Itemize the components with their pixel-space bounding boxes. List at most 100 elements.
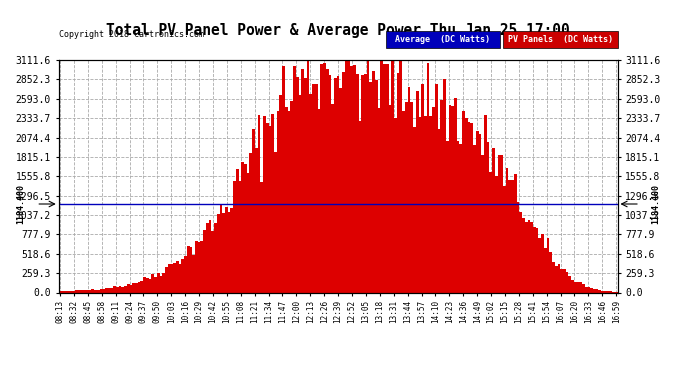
Bar xyxy=(200,241,203,292)
Bar xyxy=(217,214,219,292)
Bar xyxy=(230,209,233,292)
Bar xyxy=(59,291,61,292)
Bar xyxy=(328,75,331,292)
Bar xyxy=(514,174,517,292)
Bar xyxy=(282,66,285,292)
Bar xyxy=(481,154,484,292)
Bar xyxy=(91,290,94,292)
Bar xyxy=(595,289,598,292)
Bar xyxy=(181,259,184,292)
Bar xyxy=(424,116,426,292)
Bar xyxy=(70,291,72,292)
Bar xyxy=(176,261,179,292)
Bar xyxy=(310,94,312,292)
FancyBboxPatch shape xyxy=(503,31,618,48)
Bar xyxy=(320,64,323,292)
Bar xyxy=(206,224,208,292)
Bar xyxy=(151,274,154,292)
Bar xyxy=(143,277,146,292)
Bar xyxy=(288,111,290,292)
Bar xyxy=(184,256,187,292)
Bar xyxy=(302,69,304,292)
Bar xyxy=(290,101,293,292)
Bar xyxy=(612,291,615,292)
Bar xyxy=(465,118,468,292)
Bar xyxy=(326,69,328,292)
Bar xyxy=(369,82,372,292)
Bar xyxy=(457,141,460,292)
Bar xyxy=(266,123,268,292)
Bar xyxy=(97,290,99,292)
Bar xyxy=(582,284,585,292)
Bar xyxy=(440,100,443,292)
Bar xyxy=(359,121,362,292)
Bar xyxy=(419,117,422,292)
Bar xyxy=(471,123,473,292)
Bar xyxy=(563,269,566,292)
Bar xyxy=(190,247,193,292)
Bar xyxy=(88,290,91,292)
Bar xyxy=(535,228,538,292)
Bar xyxy=(533,227,535,292)
Bar xyxy=(375,80,377,292)
Bar xyxy=(598,290,601,292)
Bar xyxy=(247,173,250,292)
Bar xyxy=(454,98,457,292)
Bar xyxy=(159,276,162,292)
Bar xyxy=(296,76,299,292)
Bar xyxy=(432,107,435,292)
Bar xyxy=(119,286,121,292)
Bar xyxy=(146,279,148,292)
Bar xyxy=(141,282,143,292)
Bar xyxy=(588,287,590,292)
Bar xyxy=(203,230,206,292)
Bar xyxy=(67,291,70,292)
Bar xyxy=(334,78,337,292)
Title: Total PV Panel Power & Average Power Thu Jan 25 17:00: Total PV Panel Power & Average Power Thu… xyxy=(106,23,570,38)
Bar xyxy=(372,71,375,292)
Bar xyxy=(138,282,141,292)
Bar xyxy=(162,273,165,292)
Bar xyxy=(460,144,462,292)
Bar xyxy=(386,64,388,292)
Bar xyxy=(402,111,405,292)
Bar xyxy=(462,111,465,292)
Bar xyxy=(388,105,391,292)
Bar xyxy=(293,66,296,292)
Bar xyxy=(366,60,369,292)
Bar xyxy=(124,285,127,292)
Bar xyxy=(304,78,307,292)
Bar xyxy=(110,288,113,292)
Bar xyxy=(170,264,173,292)
Bar xyxy=(165,267,168,292)
Bar xyxy=(607,291,609,292)
Bar xyxy=(154,277,157,292)
Bar xyxy=(435,84,437,292)
Bar xyxy=(99,289,102,292)
Bar xyxy=(299,95,302,292)
Bar xyxy=(198,243,200,292)
Bar xyxy=(541,234,544,292)
Bar xyxy=(274,152,277,292)
Bar xyxy=(531,222,533,292)
Bar xyxy=(601,291,604,292)
Bar xyxy=(580,282,582,292)
Bar xyxy=(429,116,432,292)
Bar xyxy=(484,116,486,292)
Bar xyxy=(239,182,241,292)
Bar xyxy=(78,290,81,292)
Bar xyxy=(250,153,253,292)
Bar xyxy=(411,102,413,292)
Bar xyxy=(443,79,446,292)
Bar xyxy=(132,283,135,292)
Bar xyxy=(351,66,353,292)
Bar xyxy=(195,241,198,292)
Bar xyxy=(486,142,489,292)
Bar xyxy=(522,218,525,292)
Bar xyxy=(560,269,563,292)
Bar xyxy=(255,148,257,292)
Bar xyxy=(61,291,64,292)
Bar xyxy=(168,264,170,292)
Bar xyxy=(489,172,492,292)
Bar xyxy=(571,279,574,292)
